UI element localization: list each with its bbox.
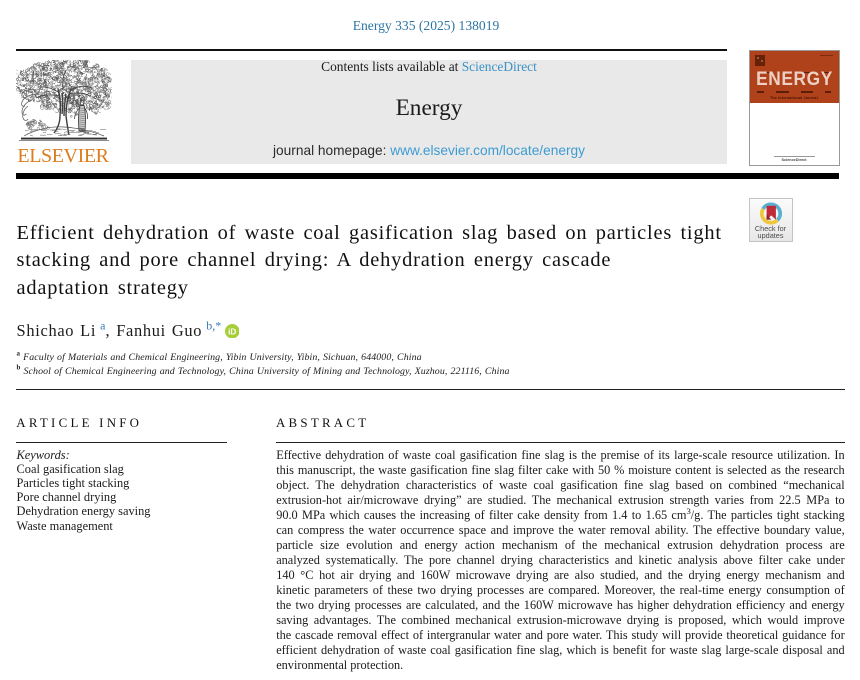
svg-text:iD: iD (228, 327, 236, 336)
